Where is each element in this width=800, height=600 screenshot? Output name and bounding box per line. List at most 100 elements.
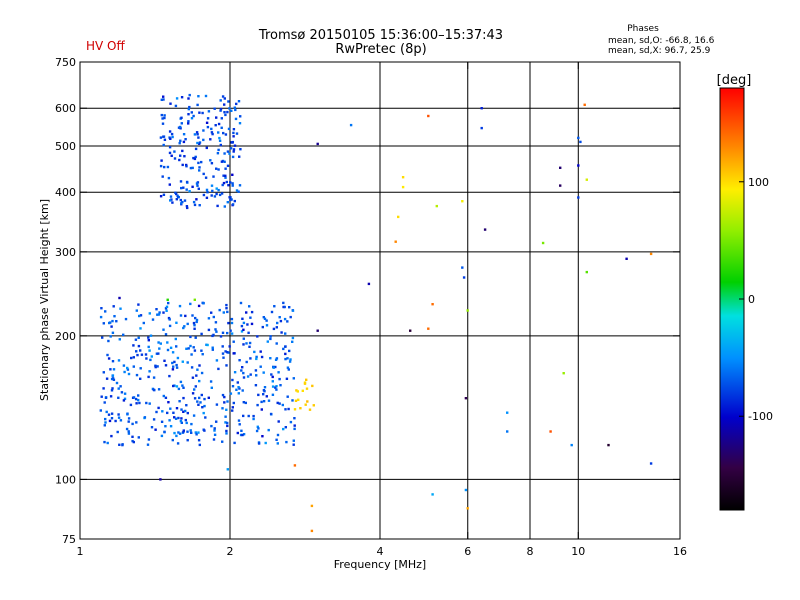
data-point (171, 361, 174, 365)
data-point (191, 166, 194, 170)
data-point (156, 365, 159, 368)
data-point (180, 116, 183, 119)
data-point (178, 158, 181, 162)
data-point (257, 442, 261, 445)
data-point (198, 142, 201, 145)
data-point (189, 302, 192, 306)
data-point (265, 395, 268, 398)
data-point (102, 322, 105, 325)
data-point (118, 338, 121, 341)
data-point (218, 139, 222, 142)
data-point (282, 347, 285, 351)
data-point (104, 417, 107, 421)
data-point (242, 414, 245, 418)
data-point (174, 337, 177, 341)
data-point (203, 429, 206, 432)
data-point (132, 344, 135, 347)
data-point (245, 311, 248, 314)
data-point (242, 337, 245, 340)
data-point (233, 106, 236, 109)
data-point (293, 424, 296, 427)
data-point (625, 257, 628, 260)
data-point (570, 443, 573, 447)
data-point (284, 352, 287, 356)
data-point (169, 195, 173, 198)
data-point (480, 107, 483, 110)
data-point (464, 488, 468, 492)
data-point (185, 347, 188, 350)
data-point (293, 417, 296, 420)
data-point (148, 312, 151, 315)
data-point (168, 130, 172, 133)
data-point (223, 103, 226, 106)
data-point (188, 190, 191, 193)
data-point (223, 401, 226, 404)
data-point (194, 316, 197, 320)
data-point (102, 387, 105, 390)
data-point (174, 104, 178, 108)
data-point (139, 367, 142, 370)
data-point (262, 389, 266, 392)
data-point (286, 366, 290, 369)
data-point (304, 403, 307, 406)
data-point (104, 421, 107, 424)
data-point (267, 428, 270, 432)
data-point (149, 358, 152, 362)
data-point (114, 419, 117, 423)
data-point (233, 441, 236, 445)
data-point (264, 441, 267, 445)
data-point (308, 408, 312, 411)
data-point (145, 357, 148, 360)
data-point (253, 350, 256, 354)
data-point (193, 157, 197, 161)
chart-subtitle: RwPretec (8p) (335, 42, 426, 57)
data-point (116, 430, 119, 434)
data-point (260, 400, 263, 404)
data-point (288, 349, 291, 353)
data-point (283, 317, 287, 321)
data-point (246, 323, 249, 326)
data-point (238, 184, 242, 187)
data-point (197, 439, 201, 442)
data-point (310, 529, 314, 533)
data-point (123, 397, 127, 400)
data-point (157, 388, 161, 391)
data-point (225, 307, 228, 310)
data-point (312, 404, 315, 407)
data-point (206, 125, 210, 129)
data-point (220, 192, 224, 195)
data-point (168, 324, 172, 328)
data-point (111, 387, 114, 390)
data-point (122, 399, 126, 402)
data-point (179, 380, 183, 384)
data-point (212, 315, 215, 319)
data-point (203, 397, 206, 401)
data-point (257, 393, 260, 397)
data-point (198, 364, 201, 367)
data-point (210, 184, 214, 187)
data-point (193, 397, 197, 400)
y-tick-label: 200 (55, 330, 76, 343)
data-point (202, 129, 205, 132)
data-point (305, 378, 308, 381)
data-point (166, 298, 169, 301)
data-point (461, 266, 464, 269)
data-point (242, 321, 246, 325)
data-point (168, 136, 171, 139)
data-point (193, 298, 196, 301)
data-point (306, 400, 309, 403)
data-point (187, 107, 190, 111)
data-point (181, 360, 184, 363)
data-point (181, 149, 184, 153)
data-point (213, 429, 216, 432)
data-point (149, 334, 153, 337)
data-point (197, 95, 200, 98)
data-point (316, 142, 319, 146)
data-point (190, 366, 194, 369)
data-point (261, 325, 264, 329)
data-point (160, 434, 164, 438)
data-point (183, 155, 186, 158)
data-point (240, 369, 243, 372)
data-point (137, 394, 140, 397)
data-point (190, 353, 193, 356)
